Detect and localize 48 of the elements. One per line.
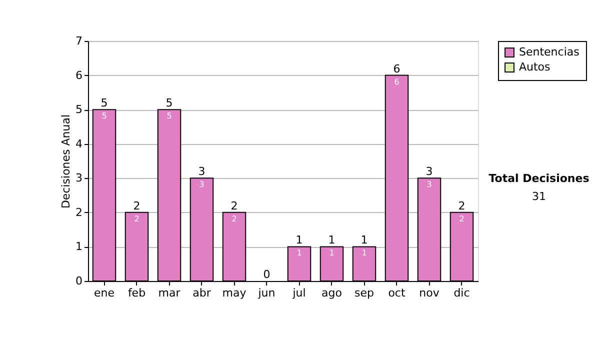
y-tick-label: 2	[76, 206, 82, 219]
x-tick-label: abr	[192, 286, 212, 300]
total-label: 1	[360, 234, 368, 247]
data-label: 5	[166, 112, 172, 121]
x-tick-label: may	[222, 286, 247, 300]
total-label: 2	[458, 199, 466, 212]
y-tick-label: 5	[76, 103, 82, 116]
total-label: 0	[263, 268, 270, 281]
x-tick-label: nov	[419, 286, 440, 300]
total-label: 3	[426, 165, 433, 178]
data-label: 1	[296, 248, 302, 258]
total-label: 2	[230, 199, 238, 212]
total-label: 1	[328, 234, 336, 247]
data-label: 2	[134, 214, 140, 224]
data-label: 2	[232, 214, 237, 224]
x-tick-label: feb	[128, 286, 146, 300]
legend-label: Sentencias	[519, 46, 580, 58]
y-tick-label: 4	[76, 137, 82, 150]
x-tick-label: ene	[94, 286, 115, 300]
y-tick-label: 0	[76, 274, 82, 288]
data-label: 3	[426, 180, 432, 190]
y-tick-label: 3	[76, 172, 82, 185]
legend-label: Autos	[519, 60, 551, 74]
data-label: 1	[329, 248, 334, 258]
data-label: 6	[394, 77, 400, 86]
total-label: 2	[133, 199, 140, 212]
data-label: 5	[102, 112, 107, 121]
y-tick-label: 1	[76, 240, 82, 254]
x-tick-label: ago	[322, 286, 342, 300]
data-label: 3	[199, 180, 204, 190]
total-label: 5	[166, 96, 173, 110]
text: 31	[532, 190, 546, 203]
total-label: 5	[100, 96, 108, 110]
text: Total Decisiones	[488, 172, 590, 185]
y-tick-label: 7	[76, 34, 82, 48]
total-label: 3	[198, 165, 206, 178]
x-tick-label: sep	[354, 286, 374, 300]
y-tick-label: 6	[76, 68, 82, 82]
data-label: 1	[362, 248, 367, 258]
x-tick-label: jun	[257, 286, 276, 300]
x-tick-label: oct	[388, 286, 406, 300]
total-label: 6	[393, 62, 400, 76]
y-axis-title: Decisiones Anual	[60, 114, 72, 209]
total-label: 1	[296, 234, 303, 247]
x-tick-label: jul	[292, 286, 306, 300]
x-tick-label: dic	[454, 286, 470, 300]
x-tick-label: mar	[158, 286, 181, 300]
data-label: 2	[459, 214, 464, 224]
